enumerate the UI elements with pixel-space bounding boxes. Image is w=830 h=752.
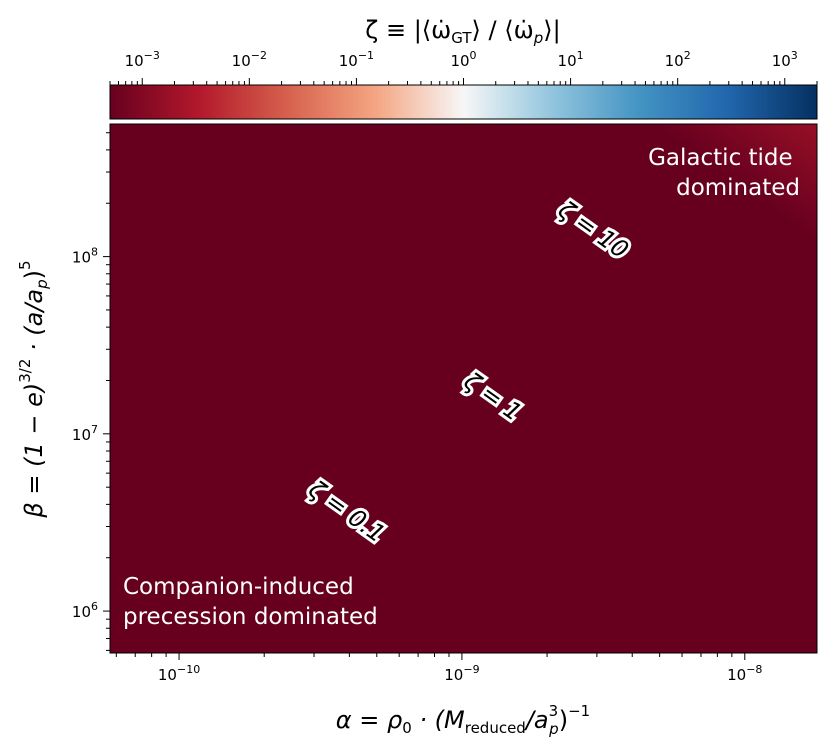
x-tick-label: 10−9	[444, 663, 479, 684]
annotation-companion-precession: Companion-induced precession dominated	[123, 574, 378, 630]
x-tick-label: 10−8	[727, 663, 762, 684]
colorbar-ticks: 10−3 10−2 10−1 100 101 102 103	[109, 49, 818, 85]
colorbar: 10−3 10−2 10−1 100 101 102 103	[109, 49, 818, 120]
x-tick-label: 10−10	[158, 663, 200, 684]
colorbar-tick-label: 10−2	[232, 49, 267, 70]
plot-frame	[109, 123, 818, 654]
y-tick-label: 108	[72, 246, 98, 267]
colorbar-title: ζ ≡ |⟨ω̇GT⟩ / ⟨ω̇p⟩|	[365, 16, 560, 47]
annotation-galactic-tide: Galactic tide dominated	[648, 145, 800, 201]
colorbar-bar	[109, 84, 818, 120]
x-axis-label: α = ρ0 · (Mreduced/a3 p)−1	[336, 702, 590, 738]
plot-area: ζ = 0.1ζ = 1ζ = 10 10−10 10−9 10−8 1061071…	[72, 123, 818, 684]
colorbar-tick-label: 10−3	[125, 49, 160, 70]
colorbar-tick-label: 10−1	[339, 49, 374, 70]
y-tick-label: 106	[72, 600, 98, 621]
heatmap	[110, 124, 817, 653]
y-tick-label: 107	[72, 423, 98, 444]
colorbar-tick-label: 101	[558, 49, 584, 70]
colorbar-tick-label: 103	[772, 49, 798, 70]
x-axis-ticks: 10−10 10−9 10−8	[115, 653, 762, 684]
colorbar-tick-label: 100	[450, 49, 476, 70]
colorbar-tick-label: 102	[665, 49, 691, 70]
y-axis-ticks: 106 107 108	[72, 132, 110, 651]
y-axis-label: β = (1 − e)3/2 · (a/ap)5	[16, 260, 51, 518]
